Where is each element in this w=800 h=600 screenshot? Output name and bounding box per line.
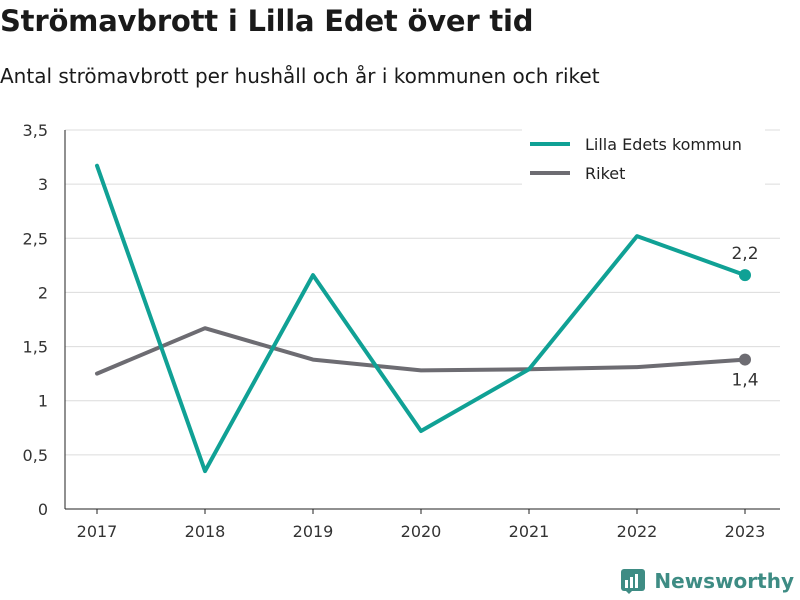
page-title: Strömavbrott i Lilla Edet över tid [0,4,534,38]
y-tick-label: 1 [38,392,48,411]
newsworthy-logo-icon [621,569,646,594]
x-tick-label: 2018 [185,522,226,541]
grid-lines [64,129,780,510]
end-labels: 1,4 2,2 [731,244,758,390]
legend: Lilla Edets kommun Riket [522,128,765,186]
end-value-label: 2,2 [731,244,758,264]
legend-label: Lilla Edets kommun [585,135,742,154]
x-tick-label: 2017 [77,522,118,541]
y-tick-label: 3,5 [23,121,48,140]
x-tick-label: 2020 [401,522,442,541]
series-lines [95,163,751,474]
y-tick-label: 1,5 [23,338,48,357]
y-tick-label: 3 [38,175,48,194]
x-tick-label: 2021 [509,522,550,541]
page-subtitle: Antal strömavbrott per hushåll och år i … [0,64,600,88]
end-value-label: 1,4 [731,371,758,391]
legend-label: Riket [585,164,625,183]
series-line-riket [95,326,747,376]
newsworthy-brand[interactable]: Newsworthy [620,568,794,594]
x-axis-ticks: 2017 2018 2019 2020 2021 2022 2023 [77,509,766,541]
y-tick-label: 2 [38,283,48,302]
legend-background [522,128,765,186]
y-tick-label: 0,5 [23,446,48,465]
series-line-lilla-edet [95,163,747,474]
x-tick-label: 2022 [617,522,658,541]
series-end-point [739,353,751,366]
y-tick-label: 0 [38,500,48,519]
series-end-point [739,269,751,282]
x-tick-label: 2023 [725,522,766,541]
x-tick-label: 2019 [293,522,334,541]
y-tick-label: 2,5 [23,229,48,248]
y-axis-ticks: 0 0,5 1 1,5 2 2,5 3 3,5 [23,121,48,519]
brand-name: Newsworthy [654,569,794,593]
